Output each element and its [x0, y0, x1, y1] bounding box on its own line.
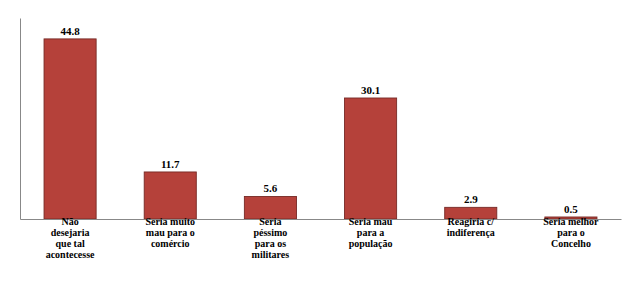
data-label: 44.8 [60, 25, 80, 37]
x-tick-label: Seriapéssimopara osmilitares [252, 216, 290, 260]
x-tick: Seria muitomau para ocomércio [145, 216, 195, 249]
x-tick: Seriapéssimopara osmilitares [252, 216, 290, 260]
x-tick: Nãodesejariaque talacontecesse [46, 216, 95, 260]
chart: Nãodesejariaque talacontecesse Seria muit… [0, 0, 637, 283]
x-tick: Seria melhorpara oConcelho [543, 216, 599, 249]
plot-area: Nãodesejariaque talacontecesse Seria muit… [21, 19, 622, 261]
data-label: 0.5 [564, 203, 578, 215]
bar [144, 172, 196, 219]
data-label: 30.1 [361, 84, 380, 96]
x-tick: Seria maupara apopulação [349, 216, 393, 249]
x-axis: Nãodesejariaque talacontecesse Seria muit… [21, 216, 622, 260]
x-tick-label: Seria maupara apopulação [349, 216, 393, 249]
bar [44, 39, 96, 219]
y-axis [20, 19, 21, 220]
data-labels: 44.8 11.7 5.6 30.1 2.9 0.5 [60, 25, 578, 215]
data-label: 5.6 [264, 182, 278, 194]
x-tick: Reagiria c/indiferença [447, 216, 495, 238]
data-label: 2.9 [464, 193, 478, 205]
x-axis-line [21, 219, 622, 220]
bar [345, 98, 397, 219]
bars [44, 39, 597, 219]
x-tick-label: Reagiria c/indiferença [447, 216, 495, 238]
data-label: 11.7 [161, 158, 180, 170]
x-tick-label: Seria melhorpara oConcelho [543, 216, 599, 249]
x-tick-label: Seria muitomau para ocomércio [145, 216, 195, 249]
y-axis-line [20, 19, 21, 220]
x-tick-label: Nãodesejariaque talacontecesse [46, 216, 95, 260]
